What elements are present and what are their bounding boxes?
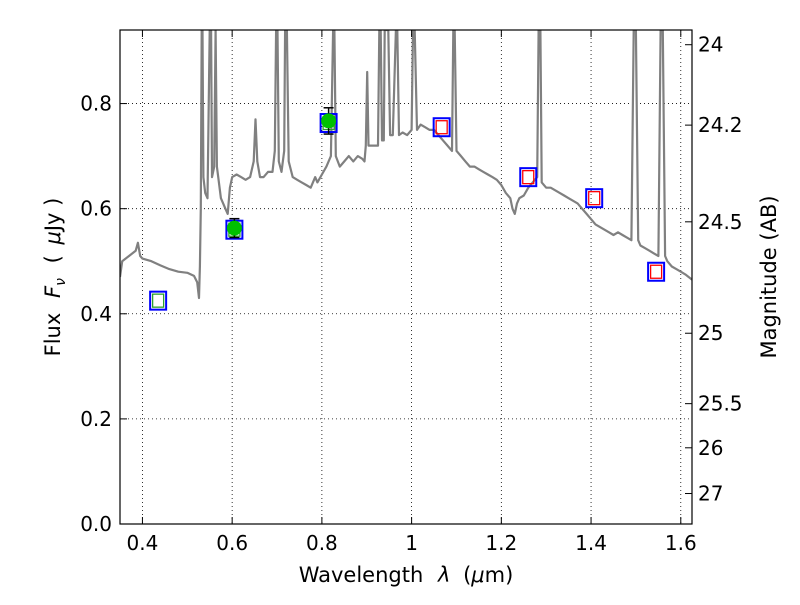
model-photometry-point	[585, 188, 604, 209]
y-axis-unit-open: (	[41, 255, 65, 263]
y-tick-label: 0.4	[80, 302, 112, 326]
right-tick-label: 25.5	[698, 392, 743, 416]
observed-photometry	[226, 107, 337, 239]
x-tick-label: 0.4	[127, 531, 159, 555]
observed-point-marker	[226, 220, 242, 236]
x-tick-label: 1.4	[575, 531, 607, 555]
x-axis-title: Wavelength λ (μm)	[299, 563, 514, 587]
y-axis-symbol-sub: ν	[53, 278, 69, 286]
model-point-inner	[649, 264, 663, 279]
model-point-outer	[585, 188, 604, 209]
y-tick-label: 0.8	[80, 92, 112, 116]
right-axis-title: Magnitude (AB)	[757, 195, 781, 358]
model-point-inner	[151, 293, 165, 308]
plot-area	[120, 30, 692, 311]
model-point-outer	[647, 261, 666, 282]
x-axis-unit-rest: m)	[485, 563, 514, 587]
right-tick-label: 24	[698, 33, 723, 57]
model-point-outer	[519, 167, 538, 188]
model-point-outer	[149, 290, 168, 311]
observed-point-marker	[321, 113, 337, 129]
model-photometry-point	[149, 290, 168, 311]
observed-photometry-point	[226, 217, 242, 239]
y-tick-label: 0.0	[80, 512, 112, 536]
x-axis-symbol: λ	[437, 563, 450, 587]
right-tick-label: 24.2	[698, 113, 743, 137]
axis-ticks: 0.4 0.6 0.8 1 1.2 1.4 1.6 0.0 0.2 0.4 0.6 0.8 24 24.2…	[80, 30, 743, 555]
model-spectrum-line	[120, 30, 692, 300]
model-photometry-point	[432, 117, 451, 138]
model-point-outer	[432, 117, 451, 138]
plot-frame	[119, 29, 693, 525]
y-axis-unit-rest: Jy )	[41, 198, 65, 234]
right-tick-label: 24.5	[698, 210, 743, 234]
y-tick-label: 0.6	[80, 197, 112, 221]
y-axis-symbol: F	[41, 285, 65, 298]
x-tick-label: 0.6	[216, 531, 248, 555]
model-point-inner	[435, 120, 448, 135]
observed-photometry-point	[321, 107, 337, 135]
x-axis-unit-mu: μ	[470, 563, 484, 587]
x-tick-label: 1.2	[485, 531, 517, 555]
model-photometry-point	[647, 261, 666, 282]
model-point-inner	[588, 191, 601, 206]
y-tick-label: 0.2	[80, 407, 112, 431]
x-axis-title-text: Wavelength	[299, 563, 424, 587]
right-tick-label: 25	[698, 321, 723, 345]
model-photometry-point	[519, 167, 538, 188]
y-axis-unit-mu: μ	[41, 231, 65, 245]
right-tick-label: 26	[698, 436, 723, 460]
y-axis-title-text: Flux	[41, 313, 65, 357]
model-point-inner	[522, 169, 535, 185]
x-tick-label: 1.6	[665, 531, 697, 555]
x-axis-unit-open: (	[463, 563, 471, 587]
x-tick-label: 0.8	[306, 531, 338, 555]
x-tick-label: 1	[405, 531, 418, 555]
y-axis-title: Flux Fν ( μJy )	[41, 198, 70, 357]
right-tick-label: 27	[698, 482, 723, 506]
